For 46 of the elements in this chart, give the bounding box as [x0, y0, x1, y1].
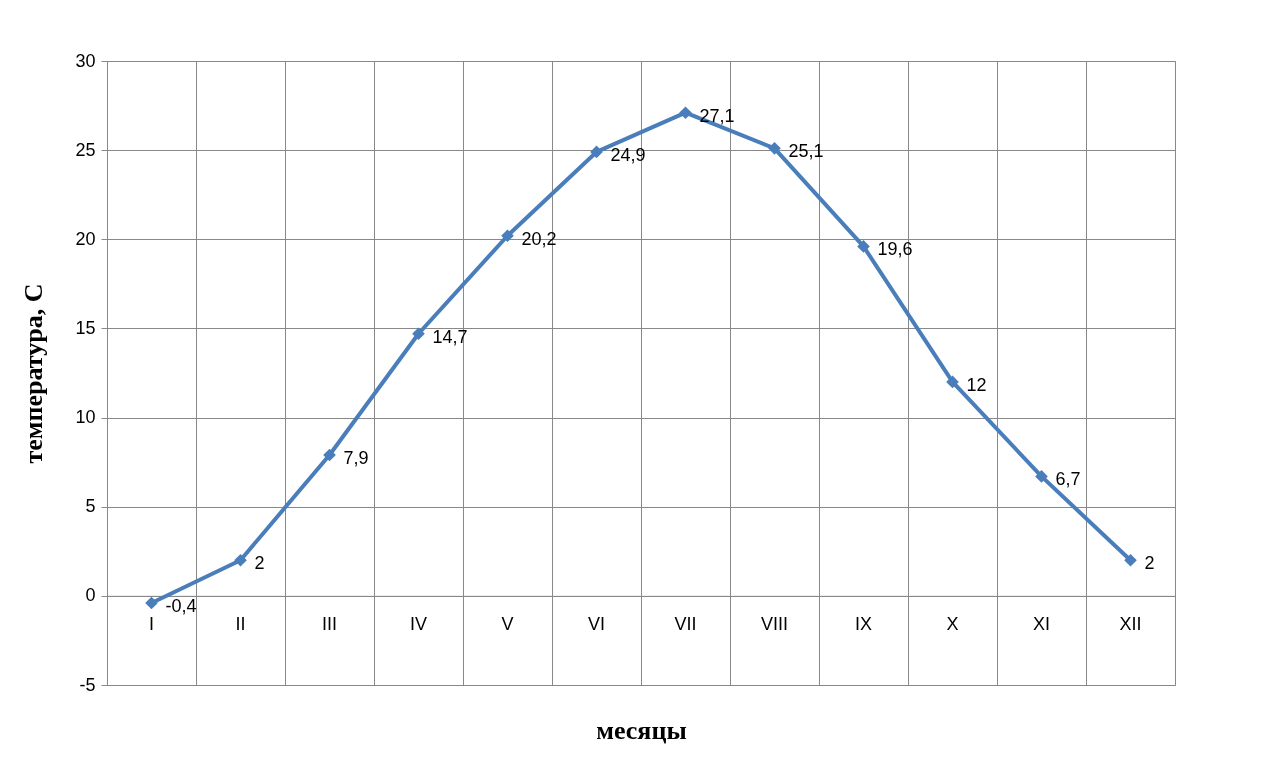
data-label: 2: [254, 553, 265, 574]
point: [412, 327, 425, 341]
y-tick-label: 10: [75, 407, 96, 428]
point: [679, 106, 692, 120]
point: [857, 240, 870, 253]
y-tick-label: 5: [85, 496, 96, 517]
data-label: 20,2: [521, 228, 557, 249]
x-tick-label: II: [235, 614, 246, 635]
x-tick-label: VIII: [760, 614, 789, 635]
y-tick-label: 30: [75, 50, 96, 71]
x-tick-label: IV: [409, 614, 428, 635]
y-tick-label: 25: [75, 139, 96, 160]
data-label: 12: [966, 374, 987, 395]
point: [234, 553, 247, 567]
data-label: 19,6: [877, 239, 913, 260]
x-tick-label: XII: [1119, 614, 1142, 635]
data-label: -0,4: [165, 595, 197, 616]
point: [501, 229, 514, 243]
point: [323, 448, 336, 462]
x-tick-label: VII: [674, 614, 697, 635]
point: [768, 142, 781, 155]
y-tick-label: 0: [85, 585, 96, 606]
y-tick-label: 15: [75, 317, 96, 338]
point: [590, 145, 603, 159]
y-tick-label: -5: [79, 674, 96, 695]
point: [145, 596, 158, 610]
data-label: 24,9: [610, 144, 646, 165]
data-label: 2: [1144, 553, 1155, 574]
x-axis-title: месяцы: [596, 715, 687, 745]
x-tick-label: X: [946, 614, 959, 635]
data-label: 7,9: [343, 448, 369, 469]
y-tick-label: 20: [75, 228, 96, 249]
x-tick-label: V: [501, 614, 514, 635]
data-label: 27,1: [699, 105, 735, 126]
x-tick-label: IX: [854, 614, 873, 635]
data-label: 14,7: [432, 326, 468, 347]
point: [946, 375, 959, 389]
x-tick-label: XI: [1032, 614, 1051, 635]
x-tick-label: I: [148, 614, 155, 635]
x-tick-label: VI: [587, 614, 606, 635]
y-axis-title: температура, С: [19, 283, 49, 464]
point: [1035, 470, 1048, 483]
x-tick-label: III: [321, 614, 338, 635]
point: [1124, 553, 1137, 567]
data-label: 6,7: [1055, 469, 1081, 490]
data-label: 25,1: [788, 141, 824, 162]
